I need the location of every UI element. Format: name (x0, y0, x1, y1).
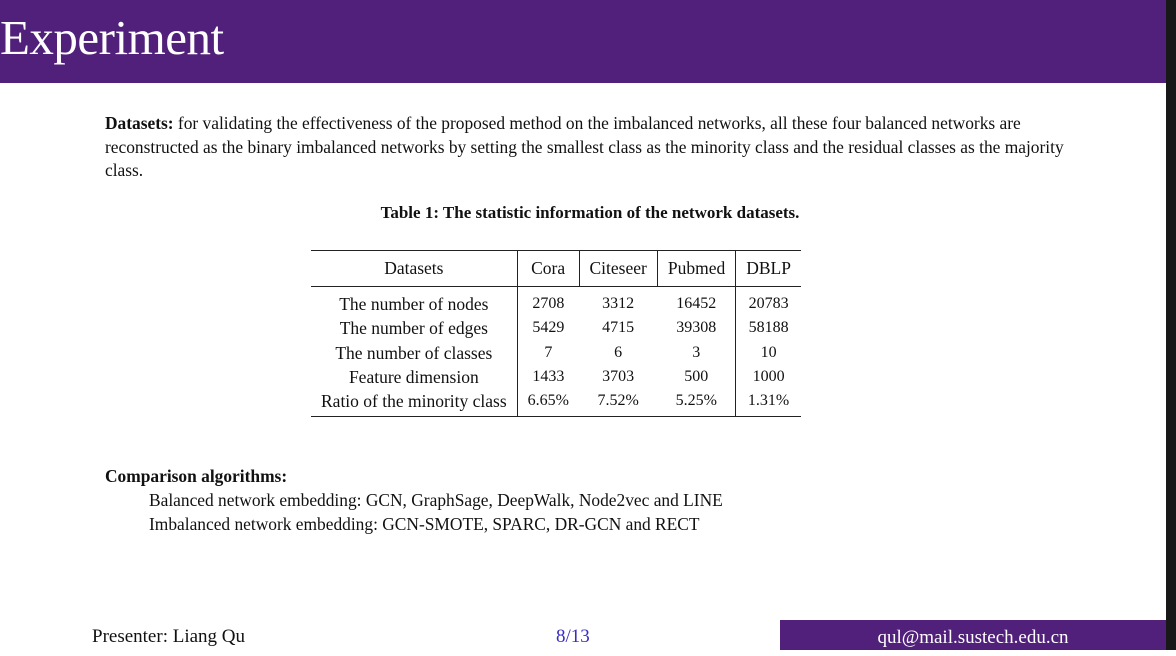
cell-cora: 5429 (516, 316, 579, 341)
page-number: 8/13 (556, 626, 590, 647)
row-label: The number of edges (339, 318, 488, 339)
cell-dblp: 10 (735, 340, 801, 365)
table-caption-text: Table 1: The statistic information of th… (380, 203, 800, 222)
table-row: Feature dimension 1433 3703 500 1000 (311, 364, 801, 390)
comparison-section: Comparison algorithms: Balanced network … (105, 464, 723, 536)
table-row: The number of nodes 2708 3312 16452 2078… (311, 286, 801, 317)
header-dblp: DBLP (735, 250, 801, 287)
row-label: The number of classes (335, 342, 493, 363)
cell-dblp: 58188 (735, 316, 801, 341)
header-pubmed: Pubmed (656, 250, 736, 287)
cell-pubmed: 16452 (676, 295, 717, 312)
right-edge-strip (1166, 0, 1176, 650)
table-row: The number of classes 7 6 3 10 (311, 340, 801, 365)
cell-citeseer: 7.52% (597, 392, 639, 410)
cell-citeseer: 3703 (602, 367, 635, 385)
cell-cora: 7 (516, 340, 579, 365)
email-text: qul@mail.sustech.edu.cn (877, 627, 1069, 648)
cell-dblp: 1000 (735, 364, 801, 390)
cell-cora: 1433 (516, 364, 579, 390)
slide-title: Experiment (0, 10, 224, 65)
cell-citeseer: 6 (614, 343, 623, 361)
balanced-methods: Balanced network embedding: GCN, GraphSa… (149, 490, 723, 510)
imbalanced-methods: Imbalanced network embedding: GCN-SMOTE,… (149, 514, 700, 534)
table-header-row: Datasets Cora Citeseer Pubmed DBLP (311, 250, 801, 287)
cell-cora: 6.65% (516, 389, 579, 417)
cell-cora: 2708 (516, 286, 579, 317)
row-label: The number of nodes (339, 294, 489, 314)
header-cora: Cora (516, 250, 579, 287)
cell-pubmed: 500 (684, 367, 709, 385)
header-datasets: Datasets (384, 258, 444, 278)
title-bar: Experiment (0, 0, 1166, 83)
table-caption: Table 1: The statistic information of th… (0, 203, 1166, 223)
datasets-label: Datasets: (105, 113, 174, 133)
cell-dblp: 1.31% (735, 389, 801, 417)
email-box: qul@mail.sustech.edu.cn (780, 620, 1166, 650)
cell-pubmed: 5.25% (675, 392, 717, 410)
cell-pubmed: 3 (692, 343, 701, 361)
row-label: Feature dimension (348, 366, 479, 387)
presenter-name: Presenter: Liang Qu (92, 626, 246, 647)
cell-pubmed: 39308 (676, 319, 717, 337)
cell-dblp: 20783 (735, 286, 801, 317)
comparison-heading: Comparison algorithms: (105, 466, 288, 486)
statistics-table: Datasets Cora Citeseer Pubmed DBLP The n… (311, 250, 801, 417)
header-citeseer: Citeseer (578, 250, 658, 287)
table-row: Ratio of the minority class 6.65% 7.52% … (311, 389, 801, 417)
table-row: The number of edges 5429 4715 39308 5818… (311, 316, 801, 341)
datasets-text: for validating the effectiveness of the … (105, 113, 1064, 180)
datasets-paragraph: Datasets: for validating the effectivene… (105, 112, 1065, 183)
cell-citeseer: 4715 (602, 319, 635, 337)
row-label: Ratio of the minority class (321, 391, 507, 412)
cell-citeseer: 3312 (602, 295, 635, 312)
